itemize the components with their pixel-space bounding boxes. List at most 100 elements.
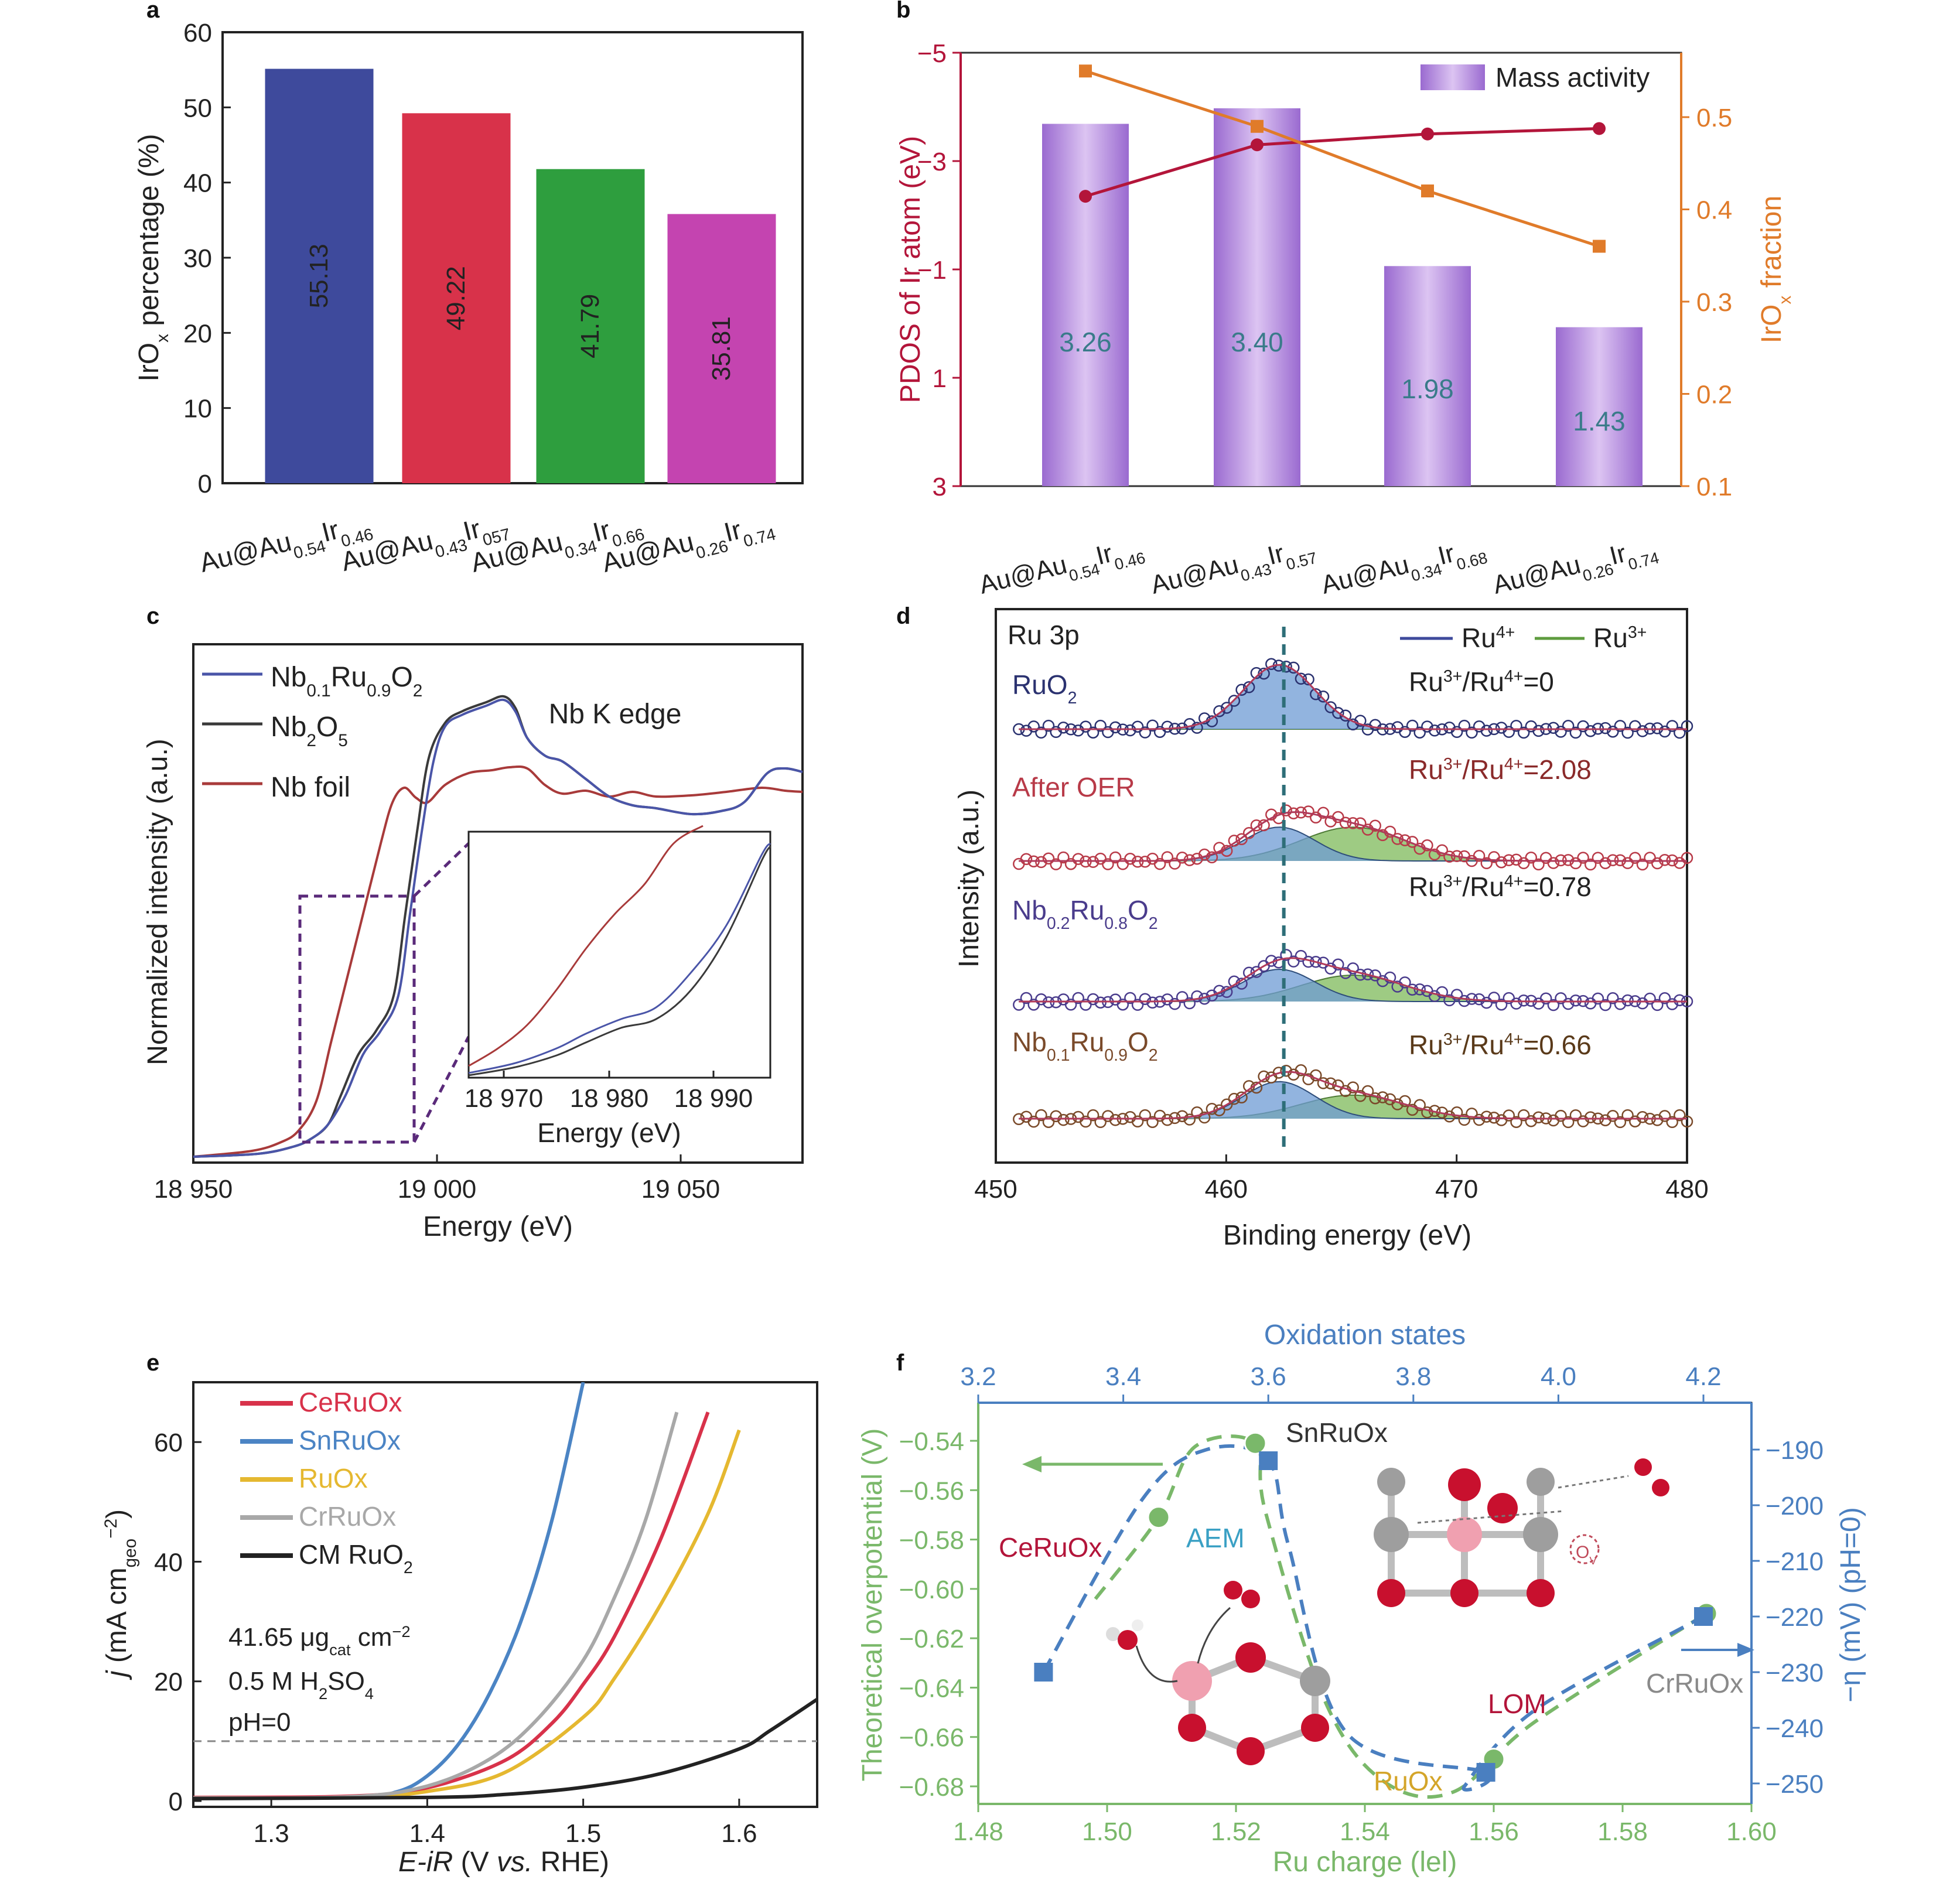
bottom-tick-label: 1.52: [1211, 1817, 1261, 1846]
panel-b: −5 −3 −1 1 3 0.1 0.2 0.3 0.4 0.5 3.26 Au@Au0.54Ir0.…: [895, 39, 1795, 606]
label-part: Ru: [1070, 895, 1104, 925]
data-point: [1347, 817, 1359, 829]
right-axis-label: −η (mV) (pH=0): [1835, 1507, 1866, 1702]
label-part: O: [1128, 1027, 1149, 1057]
data-point: [1406, 719, 1419, 732]
data-point: [1050, 858, 1062, 870]
oxygen-atom: [1487, 1493, 1518, 1523]
label-part: 0.54: [1067, 559, 1102, 585]
bar-value-label: 1.43: [1573, 406, 1626, 436]
oxygen-atom: [1241, 1590, 1260, 1608]
label-part: O: [1128, 895, 1149, 925]
condition-label: 0.5 M H2SO4: [228, 1667, 374, 1703]
data-point: [1361, 823, 1374, 836]
data-point: [1562, 854, 1575, 866]
data-point: [1577, 852, 1589, 864]
data-point: [1139, 1109, 1152, 1122]
data-point: [1042, 852, 1055, 865]
catalyst-label: CrRuOx: [1646, 1668, 1743, 1699]
data-point: [1094, 996, 1107, 1009]
data-point: [1013, 999, 1025, 1011]
label-part: cat: [329, 1641, 351, 1659]
legend-label: CM RuO2: [299, 1539, 413, 1577]
data-point: [1228, 1092, 1241, 1105]
label-part: 0.74: [742, 525, 778, 551]
data-point: [1153, 857, 1166, 870]
data-point: [1569, 994, 1582, 1007]
catalyst-label: SnRuOx: [1286, 1417, 1388, 1448]
data-point: [1480, 725, 1493, 737]
data-point: [1310, 688, 1322, 700]
ru-atom: [1527, 1468, 1555, 1496]
data-point: [1109, 993, 1122, 1006]
left-axis-label: PDOS of Ir atom (eV): [895, 136, 926, 403]
x-tick-label: 1.3: [254, 1819, 289, 1848]
right-tick-label: −240: [1766, 1714, 1824, 1743]
oxygen-atom: [1237, 1737, 1265, 1765]
legend-label: Mass activity: [1495, 62, 1650, 93]
data-point: [1161, 1113, 1174, 1126]
bar-value-label: 41.79: [576, 294, 605, 358]
ru-atom: [1172, 1661, 1212, 1701]
corner-label: Ru 3p: [1008, 620, 1080, 650]
legend-label: RuOx: [299, 1463, 368, 1494]
data-point: [1295, 949, 1307, 962]
label-part: 2: [319, 1684, 327, 1703]
right-tick-label: 0.3: [1696, 288, 1732, 317]
series-nb-foil: [193, 765, 803, 1158]
data-point: [1027, 720, 1040, 733]
right-tick-label: −230: [1766, 1659, 1824, 1687]
data-point: [1391, 721, 1404, 733]
data-point: [1681, 720, 1693, 732]
category-label: Au@Au0.54Ir0.46: [976, 539, 1148, 600]
data-point: [1525, 851, 1538, 864]
data-point: [1658, 992, 1671, 1004]
data-point: [1636, 858, 1649, 871]
x-axis-label: Binding energy (eV): [1223, 1220, 1471, 1251]
category-text: Au@Au0.26Ir0.74: [1490, 531, 1661, 606]
series-curve: [193, 1697, 817, 1800]
label-part: x: [1775, 295, 1795, 304]
panel-letter-d: d: [896, 603, 910, 629]
pdos-line: [1085, 127, 1600, 198]
data-point: [1191, 990, 1203, 1003]
label-part: 4+: [1504, 872, 1524, 891]
data-point: [1272, 812, 1285, 825]
data-point: [1020, 1110, 1033, 1123]
bottom-tick-label: 1.50: [1082, 1817, 1132, 1846]
data-point: [1072, 992, 1084, 1004]
data-point: [1450, 1106, 1463, 1119]
y-tick-label: 20: [154, 1668, 183, 1697]
data-point: [1332, 707, 1344, 719]
data-point: [1317, 690, 1330, 703]
top-axis-label: Oxidation states: [1264, 1320, 1466, 1351]
overpotential-trend: [1094, 1434, 1708, 1799]
data-point: [1584, 997, 1597, 1010]
y-tick-label: 0: [169, 1788, 183, 1816]
data-point: [1280, 660, 1292, 673]
data-point: [1428, 725, 1441, 737]
y-tick-label: 40: [154, 1548, 183, 1577]
data-point: [1109, 721, 1122, 734]
label-part: j: [101, 1670, 132, 1680]
label-part: 0.1: [306, 681, 330, 700]
x-tick-label: 470: [1435, 1175, 1478, 1204]
data-point: [1324, 1077, 1337, 1089]
data-point: [1614, 998, 1627, 1010]
data-point: [1666, 1116, 1678, 1129]
data-point: [1317, 806, 1330, 819]
x-tick-label: 19 000: [398, 1175, 477, 1204]
label-part: O: [391, 662, 412, 693]
data-point: [1607, 725, 1619, 738]
bar-value-group: 35.81: [707, 316, 736, 381]
left-tick-label: −0.56: [899, 1477, 964, 1505]
category-label: Au@Au0.34Ir0.68: [1319, 539, 1490, 600]
data-point: [1131, 720, 1144, 733]
label-part: 3+: [1443, 1030, 1463, 1049]
ratio-label: Ru3+/Ru4+=0.66: [1409, 1030, 1592, 1060]
x-tick-label: 1.6: [721, 1819, 757, 1848]
data-point: [1035, 726, 1047, 739]
data-point: [1094, 1116, 1107, 1129]
label-part: 4+: [1504, 755, 1524, 774]
